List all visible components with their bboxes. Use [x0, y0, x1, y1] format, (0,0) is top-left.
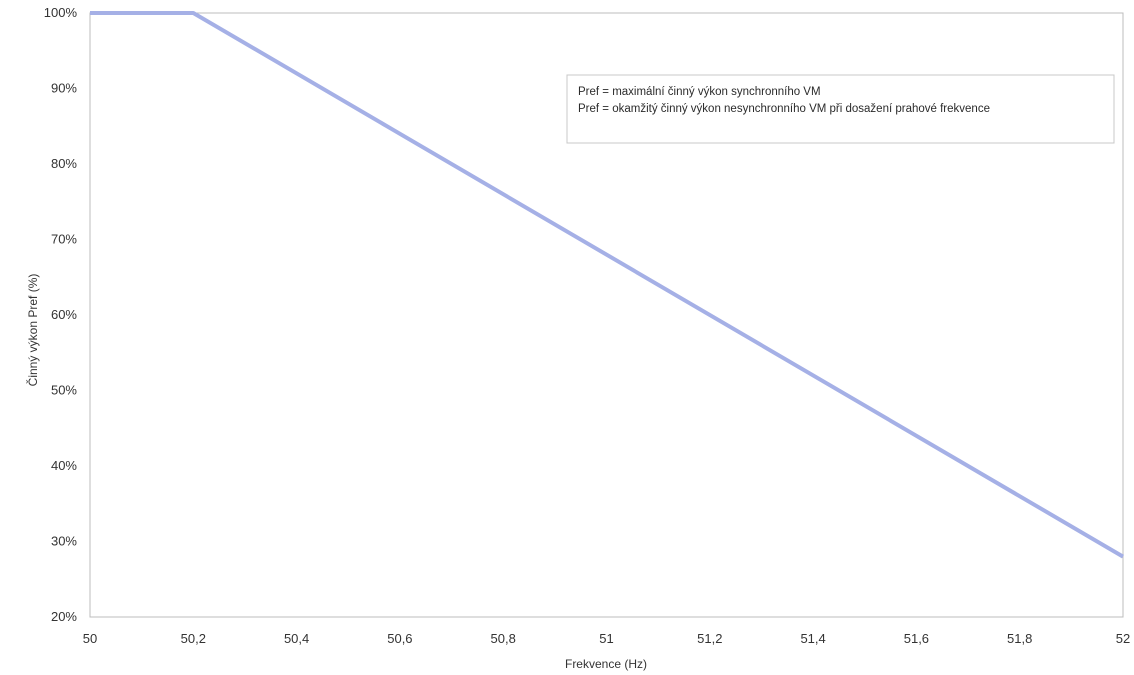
- y-axis-label: Činný výkon Pref (%): [25, 274, 40, 387]
- y-tick-label: 80%: [51, 156, 77, 171]
- series-line: [90, 11, 1125, 559]
- x-tick-label: 51: [599, 631, 613, 646]
- legend-frame: [566, 74, 1115, 144]
- x-tick-label: 50,2: [181, 631, 206, 646]
- x-tick-label: 51,4: [800, 631, 825, 646]
- legend-box: Pref = maximální činný výkon synchronníh…: [566, 74, 1115, 144]
- y-tick-label: 100%: [44, 5, 78, 20]
- legend-line-2: Pref = okamžitý činný výkon nesynchronní…: [578, 103, 990, 115]
- x-tick-label: 52: [1116, 631, 1130, 646]
- x-tick-label: 50,6: [387, 631, 412, 646]
- x-tick-label: 50,4: [284, 631, 309, 646]
- y-tick-label: 60%: [51, 307, 77, 322]
- y-tick-label: 70%: [51, 232, 77, 247]
- x-tick-label: 51,6: [904, 631, 929, 646]
- y-tick-label: 20%: [51, 609, 77, 624]
- x-tick-label: 51,2: [697, 631, 722, 646]
- x-tick-label: 51,8: [1007, 631, 1032, 646]
- y-tick-label: 90%: [51, 81, 77, 96]
- x-tick-label: 50,8: [491, 631, 516, 646]
- y-tick-label: 40%: [51, 458, 77, 473]
- y-tick-label: 50%: [51, 383, 77, 398]
- x-tick-labels: 50 50,2 50,4 50,6 50,8 51 51,2 51,4 51,6 51,8 52: [83, 631, 1130, 646]
- legend-line-1: Pref = maximální činný výkon synchronníh…: [578, 86, 821, 98]
- y-tick-label: 30%: [51, 534, 77, 549]
- y-tick-labels: 20% 30% 40% 50% 60% 70% 80% 90% 100%: [44, 5, 78, 624]
- x-tick-label: 50: [83, 631, 97, 646]
- x-axis-label: Frekvence (Hz): [565, 657, 647, 671]
- series-lines: [90, 11, 1125, 559]
